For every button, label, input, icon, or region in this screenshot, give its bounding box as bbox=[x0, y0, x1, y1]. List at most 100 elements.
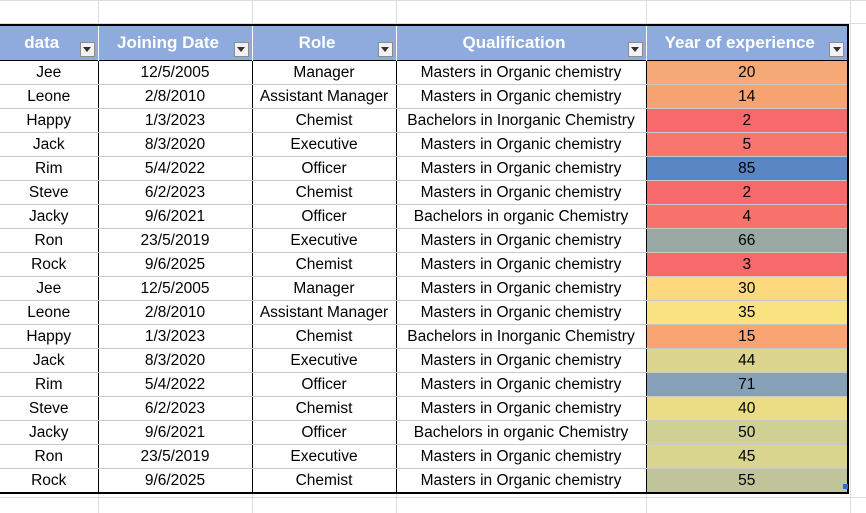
cell-qualification[interactable]: Masters in Organic chemistry bbox=[396, 276, 647, 301]
cell-year-of-experience[interactable]: 20 bbox=[646, 60, 849, 85]
cell-year-of-experience[interactable]: 66 bbox=[646, 228, 849, 253]
cell-qualification[interactable]: Masters in Organic chemistry bbox=[396, 132, 647, 157]
cell-qualification[interactable]: Masters in Organic chemistry bbox=[396, 84, 647, 109]
cell-year-of-experience[interactable]: 15 bbox=[646, 324, 849, 349]
cell-data[interactable]: Steve bbox=[0, 180, 99, 205]
cell-joining-date[interactable]: 5/4/2022 bbox=[98, 156, 253, 181]
cell-joining-date[interactable]: 12/5/2005 bbox=[98, 60, 253, 85]
cell-qualification[interactable]: Masters in Organic chemistry bbox=[396, 348, 647, 373]
cell-data[interactable]: Rim bbox=[0, 156, 99, 181]
cell-data[interactable]: Jack bbox=[0, 348, 99, 373]
table-row: Happy 1/3/2023 Chemist Bachelors in Inorgan… bbox=[0, 108, 849, 133]
table-row: Ron 23/5/2019 Executive Masters in Organic … bbox=[0, 228, 849, 253]
cell-year-of-experience[interactable]: 85 bbox=[646, 156, 849, 181]
cell-joining-date[interactable]: 5/4/2022 bbox=[98, 372, 253, 397]
cell-data[interactable]: Jee bbox=[0, 276, 99, 301]
cell-data[interactable]: Happy bbox=[0, 108, 99, 133]
cell-year-of-experience[interactable]: 45 bbox=[646, 444, 849, 469]
cell-role[interactable]: Executive bbox=[252, 348, 397, 373]
cell-joining-date[interactable]: 9/6/2021 bbox=[98, 204, 253, 229]
cell-qualification[interactable]: Masters in Organic chemistry bbox=[396, 300, 647, 325]
cell-role[interactable]: Chemist bbox=[252, 468, 397, 494]
cell-qualification[interactable]: Masters in Organic chemistry bbox=[396, 228, 647, 253]
cell-qualification[interactable]: Masters in Organic chemistry bbox=[396, 468, 647, 494]
cell-role[interactable]: Assistant Manager bbox=[252, 300, 397, 325]
fill-handle[interactable] bbox=[843, 484, 848, 489]
cell-data[interactable]: Jacky bbox=[0, 204, 99, 229]
cell-year-of-experience[interactable]: 2 bbox=[646, 108, 849, 133]
cell-data[interactable]: Rock bbox=[0, 468, 99, 494]
filter-dropdown-button[interactable] bbox=[829, 42, 844, 57]
cell-year-of-experience[interactable]: 40 bbox=[646, 396, 849, 421]
cell-data[interactable]: Leone bbox=[0, 84, 99, 109]
filter-dropdown-button[interactable] bbox=[233, 42, 249, 57]
cell-joining-date[interactable]: 8/3/2020 bbox=[98, 132, 253, 157]
cell-year-of-experience[interactable]: 2 bbox=[646, 180, 849, 205]
filter-dropdown-button[interactable] bbox=[79, 42, 95, 57]
cell-year-of-experience[interactable]: 50 bbox=[646, 420, 849, 445]
cell-qualification[interactable]: Masters in Organic chemistry bbox=[396, 372, 647, 397]
cell-data[interactable]: Jack bbox=[0, 132, 99, 157]
cell-data[interactable]: Leone bbox=[0, 300, 99, 325]
cell-data[interactable]: Jee bbox=[0, 60, 99, 85]
cell-qualification[interactable]: Masters in Organic chemistry bbox=[396, 60, 647, 85]
cell-joining-date[interactable]: 23/5/2019 bbox=[98, 228, 253, 253]
cell-year-of-experience[interactable]: 4 bbox=[646, 204, 849, 229]
cell-qualification[interactable]: Bachelors in Inorganic Chemistry bbox=[396, 108, 647, 133]
cell-data[interactable]: Ron bbox=[0, 228, 99, 253]
cell-role[interactable]: Chemist bbox=[252, 108, 397, 133]
cell-year-of-experience[interactable]: 55 bbox=[646, 468, 849, 494]
filter-dropdown-button[interactable] bbox=[627, 42, 643, 57]
cell-role[interactable]: Executive bbox=[252, 228, 397, 253]
cell-role[interactable]: Executive bbox=[252, 444, 397, 469]
cell-year-of-experience[interactable]: 3 bbox=[646, 252, 849, 277]
cell-qualification[interactable]: Masters in Organic chemistry bbox=[396, 156, 647, 181]
cell-joining-date[interactable]: 1/3/2023 bbox=[98, 108, 253, 133]
cell-year-of-experience[interactable]: 14 bbox=[646, 84, 849, 109]
cell-joining-date[interactable]: 6/2/2023 bbox=[98, 180, 253, 205]
cell-qualification[interactable]: Masters in Organic chemistry bbox=[396, 180, 647, 205]
cell-role[interactable]: Chemist bbox=[252, 180, 397, 205]
cell-role[interactable]: Manager bbox=[252, 60, 397, 85]
cell-data[interactable]: Steve bbox=[0, 396, 99, 421]
cell-joining-date[interactable]: 9/6/2021 bbox=[98, 420, 253, 445]
cell-joining-date[interactable]: 23/5/2019 bbox=[98, 444, 253, 469]
cell-data[interactable]: Jacky bbox=[0, 420, 99, 445]
filter-dropdown-button[interactable] bbox=[377, 42, 393, 57]
cell-role[interactable]: Chemist bbox=[252, 252, 397, 277]
cell-year-of-experience[interactable]: 5 bbox=[646, 132, 849, 157]
cell-role[interactable]: Chemist bbox=[252, 324, 397, 349]
cell-qualification[interactable]: Bachelors in organic Chemistry bbox=[396, 420, 647, 445]
cell-joining-date[interactable]: 2/8/2010 bbox=[98, 300, 253, 325]
cell-role[interactable]: Manager bbox=[252, 276, 397, 301]
cell-data[interactable]: Rock bbox=[0, 252, 99, 277]
cell-data[interactable]: Rim bbox=[0, 372, 99, 397]
cell-qualification[interactable]: Bachelors in organic Chemistry bbox=[396, 204, 647, 229]
cell-joining-date[interactable]: 1/3/2023 bbox=[98, 324, 253, 349]
cell-qualification[interactable]: Masters in Organic chemistry bbox=[396, 252, 647, 277]
header-label: Qualification bbox=[462, 33, 566, 52]
cell-year-of-experience[interactable]: 35 bbox=[646, 300, 849, 325]
cell-role[interactable]: Officer bbox=[252, 420, 397, 445]
cell-joining-date[interactable]: 8/3/2020 bbox=[98, 348, 253, 373]
cell-role[interactable]: Officer bbox=[252, 156, 397, 181]
cell-data[interactable]: Happy bbox=[0, 324, 99, 349]
cell-year-of-experience[interactable]: 44 bbox=[646, 348, 849, 373]
table-row: Happy 1/3/2023 Chemist Bachelors in Inorgan… bbox=[0, 324, 849, 349]
cell-qualification[interactable]: Masters in Organic chemistry bbox=[396, 444, 647, 469]
cell-qualification[interactable]: Bachelors in Inorganic Chemistry bbox=[396, 324, 647, 349]
cell-joining-date[interactable]: 2/8/2010 bbox=[98, 84, 253, 109]
cell-joining-date[interactable]: 9/6/2025 bbox=[98, 252, 253, 277]
cell-role[interactable]: Chemist bbox=[252, 396, 397, 421]
cell-year-of-experience[interactable]: 30 bbox=[646, 276, 849, 301]
cell-qualification[interactable]: Masters in Organic chemistry bbox=[396, 396, 647, 421]
cell-role[interactable]: Assistant Manager bbox=[252, 84, 397, 109]
cell-role[interactable]: Officer bbox=[252, 372, 397, 397]
cell-year-of-experience[interactable]: 71 bbox=[646, 372, 849, 397]
cell-joining-date[interactable]: 9/6/2025 bbox=[98, 468, 253, 494]
cell-role[interactable]: Officer bbox=[252, 204, 397, 229]
cell-joining-date[interactable]: 12/5/2005 bbox=[98, 276, 253, 301]
cell-role[interactable]: Executive bbox=[252, 132, 397, 157]
cell-joining-date[interactable]: 6/2/2023 bbox=[98, 396, 253, 421]
cell-data[interactable]: Ron bbox=[0, 444, 99, 469]
